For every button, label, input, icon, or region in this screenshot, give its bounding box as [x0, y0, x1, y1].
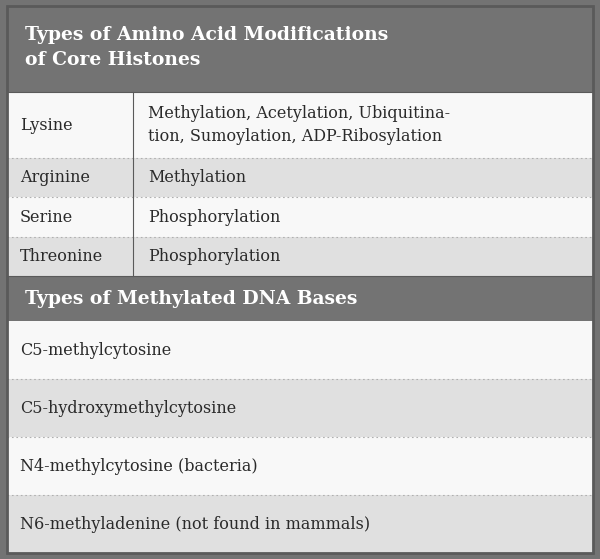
Text: Methylation: Methylation	[148, 169, 246, 186]
Text: Types of Amino Acid Modifications
of Core Histones: Types of Amino Acid Modifications of Cor…	[25, 26, 388, 69]
Text: Lysine: Lysine	[20, 116, 73, 134]
Text: Arginine: Arginine	[20, 169, 90, 186]
Bar	[7, 197, 593, 237]
Text: Serine: Serine	[20, 209, 73, 225]
Bar	[7, 379, 593, 437]
Text: C5-hydroxymethylcytosine: C5-hydroxymethylcytosine	[20, 400, 236, 417]
Text: Threonine: Threonine	[20, 248, 103, 265]
Text: Types of Methylated DNA Bases: Types of Methylated DNA Bases	[25, 290, 357, 307]
Bar	[7, 437, 593, 495]
Bar	[7, 158, 593, 197]
Text: Phosphorylation: Phosphorylation	[148, 248, 280, 265]
Bar	[7, 495, 593, 553]
Bar	[7, 321, 593, 379]
Text: Phosphorylation: Phosphorylation	[148, 209, 280, 225]
Text: Methylation, Acetylation, Ubiquitina-
tion, Sumoylation, ADP-Ribosylation: Methylation, Acetylation, Ubiquitina- ti…	[148, 106, 450, 145]
Bar	[7, 92, 593, 158]
Text: N4-methylcytosine (bacteria): N4-methylcytosine (bacteria)	[20, 458, 258, 475]
Bar	[7, 6, 593, 92]
Text: C5-methylcytosine: C5-methylcytosine	[20, 342, 172, 359]
Bar	[7, 276, 593, 321]
Text: N6-methyladenine (not found in mammals): N6-methyladenine (not found in mammals)	[20, 516, 370, 533]
Bar	[7, 237, 593, 276]
